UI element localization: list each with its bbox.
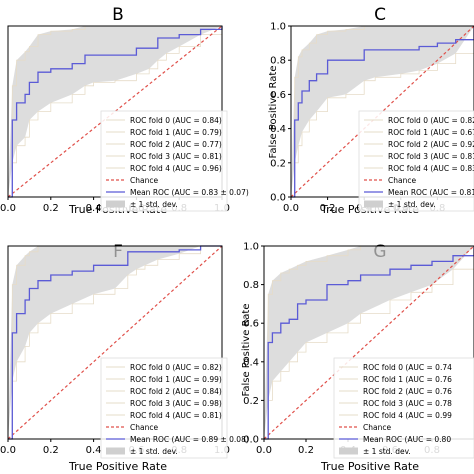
panel-f-legend-box <box>100 357 228 459</box>
panel-b-legend-fold1: ROC fold 1 (AUC = 0.79) <box>130 128 222 137</box>
panel-c-ytick-label: 0.6 <box>270 90 286 101</box>
panel-f-legend-fold2: ROC fold 2 (AUC = 0.84) <box>130 387 222 396</box>
panel-b-xtick-label: 0.2 <box>43 203 59 214</box>
panel-f-legend-fold3: ROC fold 3 (AUC = 0.98) <box>130 399 222 408</box>
panel-b-plot: 0.00.20.40.60.81.0 <box>0 25 230 214</box>
panel-c-xtick-label: 0.2 <box>320 203 336 214</box>
panel-c-mean-line <box>291 26 474 198</box>
panel-g-ytick-label: 0.6 <box>243 319 259 330</box>
panel-c-legend-box <box>358 110 474 212</box>
panel-b-legend: ROC fold 0 (AUC = 0.84) ROC fold 1 (AUC … <box>130 116 249 209</box>
panel-c-legend-std: ± 1 std. dev. <box>388 200 436 209</box>
panel-f-legend-chance: Chance <box>130 423 158 432</box>
panel-c-legend-fold0: ROC fold 0 (AUC = 0.82 <box>388 116 474 125</box>
panel-f-chance-line <box>7 245 223 440</box>
panel-f-xtick-label: 0.4 <box>86 445 102 456</box>
panel-f-legend: ROC fold 0 (AUC = 0.82) ROC fold 1 (AUC … <box>130 363 249 456</box>
panel-c-legend-fold1: ROC fold 1 (AUC = 0.67 <box>388 128 474 137</box>
panel-b-legend-chance: Chance <box>130 176 158 185</box>
panel-f-mean-line <box>8 245 222 440</box>
panel-c-ytick-label: 1.0 <box>270 22 286 33</box>
panel-f-std-band <box>8 246 222 439</box>
panel-f-legend-fold0: ROC fold 0 (AUC = 0.82) <box>130 363 222 372</box>
panel-c-legend-handle-std <box>364 200 383 208</box>
panel-b-legend-std: ± 1 std. dev. <box>130 200 178 209</box>
panel-c-std-band <box>291 26 474 197</box>
panel-f-legend-handle-std <box>106 447 125 455</box>
panel-g-ylabel: False Positive Rate <box>241 304 252 397</box>
panel-f-legend-std: ± 1 std. dev. <box>130 447 178 456</box>
panel-g-ytick-label: 0.8 <box>243 280 259 291</box>
panel-g-fold-trace-1 <box>264 246 474 440</box>
panel-g-legend-fold0: ROC fold 0 (AUC = 0.74 <box>363 363 452 372</box>
panel-g-legend-box <box>333 357 474 459</box>
panel-c-fold-trace-1 <box>291 26 474 198</box>
panel-b-legend-mean: Mean ROC (AUC = 0.83 ± 0.07) <box>130 188 249 197</box>
panel-c-legend-chance: Chance <box>388 176 416 185</box>
panel-g-legend-fold1: ROC fold 1 (AUC = 0.76 <box>363 375 452 384</box>
panel-g-xtick-label: 0.2 <box>298 445 314 456</box>
panel-c-plot: 0.00.20.40.60.80.00.20.40.60.81.0 <box>270 22 474 214</box>
panel-c-ytick-label: 0.8 <box>270 56 286 67</box>
panel-c-ytick-label: 0.0 <box>270 193 286 204</box>
panel-f-plot: 0.00.20.40.60.81.0 <box>0 245 230 459</box>
panel-c-legend-fold3: ROC fold 3 (AUC = 0.81 <box>388 152 474 161</box>
panel-c-legend-fold2: ROC fold 2 (AUC = 0.92 <box>388 140 474 149</box>
panel-b-chance-line <box>7 25 223 198</box>
panel-c-legend-fold4: ROC fold 4 (AUC = 0.83 <box>388 164 474 173</box>
panel-c-ytick-label: 0.4 <box>270 124 286 135</box>
panel-g-legend: ROC fold 0 (AUC = 0.74 ROC fold 1 (AUC =… <box>363 363 452 456</box>
panel-c-title: C <box>374 5 386 25</box>
panel-f-legend-fold4: ROC fold 4 (AUC = 0.81) <box>130 411 222 420</box>
panel-b-legend-fold0: ROC fold 0 (AUC = 0.84) <box>130 116 222 125</box>
panel-g-plot: 0.00.20.40.60.80.00.20.40.60.81.0 <box>243 242 474 459</box>
panel-g-ytick-label: 0.0 <box>243 435 259 446</box>
panel-f-legend-fold1: ROC fold 1 (AUC = 0.99) <box>130 375 222 384</box>
panel-g-ytick-label: 0.2 <box>243 396 259 407</box>
panel-f-xtick-label: 0.0 <box>0 445 16 456</box>
panel-g-xtick-label: 0.0 <box>256 445 272 456</box>
panel-c-legend-mean: Mean ROC (AUC = 0.81 <box>388 188 474 197</box>
panel-b-mean-line <box>8 26 223 198</box>
panel-c-legend: ROC fold 0 (AUC = 0.82 ROC fold 1 (AUC =… <box>388 116 474 209</box>
panel-g-legend-fold4: ROC fold 4 (AUC = 0.99 <box>363 411 452 420</box>
panel-g-legend-handle-std <box>339 447 358 455</box>
panel-g-legend-std: ± 1 std. dev. <box>363 447 411 456</box>
panel-g-ytick-label: 0.4 <box>243 357 259 368</box>
panel-b-xtick-label: 0.4 <box>86 203 102 214</box>
panel-g-legend-chance: Chance <box>363 423 391 432</box>
panel-g-legend-fold2: ROC fold 2 (AUC = 0.76 <box>363 387 452 396</box>
panel-b-title: B <box>112 5 124 25</box>
panel-g-legend-fold3: ROC fold 3 (AUC = 0.78 <box>363 399 452 408</box>
panel-b-legend-fold3: ROC fold 3 (AUC = 0.81) <box>130 152 222 161</box>
panel-c-ylabel: False Positive Rate <box>268 66 279 159</box>
panel-f-xtick-label: 0.2 <box>43 445 59 456</box>
panel-f-fold-trace-1 <box>8 245 222 440</box>
panel-g-chance-line <box>263 245 474 440</box>
panel-f-xlabel: True Positive Rate <box>68 460 167 473</box>
panel-g-std-band <box>264 246 474 439</box>
panel-b-legend-handle-std <box>106 200 125 208</box>
panel-b-fold-trace-1 <box>8 26 223 198</box>
panel-b-xtick-label: 0.0 <box>0 203 16 214</box>
panel-g-ytick-label: 1.0 <box>243 242 259 253</box>
panel-f-legend-mean: Mean ROC (AUC = 0.89 ± 0.08) <box>130 435 249 444</box>
panel-g-legend-mean: Mean ROC (AUC = 0.80 <box>363 435 451 444</box>
panel-g-mean-line <box>264 246 474 440</box>
panel-g-xlabel: True Positive Rate <box>320 460 419 473</box>
panel-c-xtick-label: 0.0 <box>283 203 299 214</box>
panel-b-legend-fold4: ROC fold 4 (AUC = 0.96) <box>130 164 222 173</box>
panel-c-ytick-label: 0.2 <box>270 158 286 169</box>
panel-b-legend-box <box>100 110 228 212</box>
panel-b-legend-fold2: ROC fold 2 (AUC = 0.77) <box>130 140 222 149</box>
